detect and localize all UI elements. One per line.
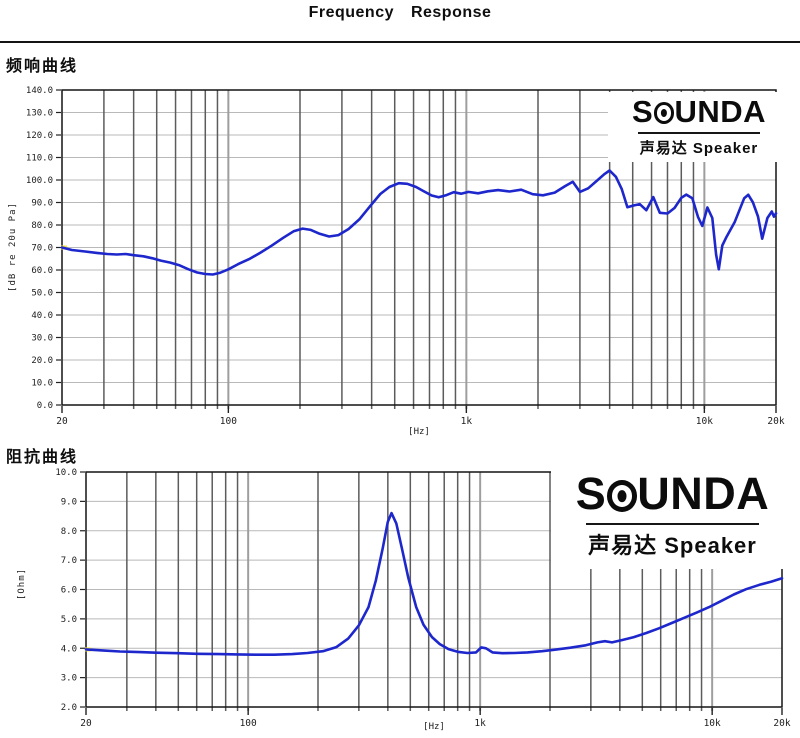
x-tick-label: 1k bbox=[461, 416, 473, 427]
sounda-logo-subtitle: 声易达 Speaker bbox=[637, 132, 761, 158]
sounda-logo-subtitle: 声易达 Speaker bbox=[586, 523, 759, 560]
x-tick-label: 10k bbox=[696, 416, 713, 427]
y-tick-label: 50.0 bbox=[31, 289, 53, 299]
y-tick-label: 7.0 bbox=[61, 556, 77, 566]
y-tick-label: 8.0 bbox=[61, 527, 77, 537]
y-tick-label: 10.0 bbox=[31, 379, 53, 389]
y-tick-label: 20.0 bbox=[31, 356, 53, 366]
y-tick-label: 5.0 bbox=[61, 615, 77, 625]
logo-text-part1: S bbox=[631, 94, 654, 129]
x-tick-label: 1k bbox=[474, 718, 486, 729]
x-tick-label: 20k bbox=[773, 718, 790, 729]
y-tick-label: 6.0 bbox=[61, 586, 77, 596]
impedance-x-axis-unit-label: [Hz] bbox=[423, 722, 445, 732]
page-title: Frequency Response bbox=[308, 4, 492, 21]
sounda-logo-wordmark: S UNDA bbox=[632, 96, 766, 127]
y-tick-label: 130.0 bbox=[26, 109, 53, 119]
y-tick-label: 4.0 bbox=[61, 644, 77, 654]
logo-text-part2: UNDA bbox=[637, 468, 770, 519]
y-tick-label: 80.0 bbox=[31, 221, 53, 231]
x-tick-label: 100 bbox=[240, 718, 257, 729]
speaker-o-icon bbox=[606, 480, 637, 512]
impedance-y-axis-unit-label: [Ohm] bbox=[17, 567, 27, 601]
y-tick-label: 110.0 bbox=[26, 154, 53, 164]
sounda-logo-wordmark: S UNDA bbox=[576, 471, 770, 516]
spl-y-axis-unit-label: [dB re 20u Pa] bbox=[8, 202, 18, 292]
impedance-chart-title: 阻抗曲线 bbox=[6, 449, 79, 466]
spl-chart-title: 频响曲线 bbox=[6, 58, 79, 75]
y-tick-label: 9.0 bbox=[61, 497, 77, 507]
speaker-o-icon bbox=[653, 102, 675, 124]
y-tick-label: 60.0 bbox=[31, 266, 53, 276]
y-tick-label: 90.0 bbox=[31, 199, 53, 209]
y-tick-label: 40.0 bbox=[31, 311, 53, 321]
x-tick-label: 20k bbox=[767, 416, 784, 427]
plot-border bbox=[85, 471, 783, 708]
sounda-logo-top: S UNDA 声易达 Speaker bbox=[608, 92, 790, 162]
y-tick-label: 120.0 bbox=[26, 131, 53, 141]
y-tick-label: 0.0 bbox=[37, 401, 53, 411]
logo-text-part2: UNDA bbox=[674, 94, 767, 129]
y-tick-label: 70.0 bbox=[31, 244, 53, 254]
title-divider-line bbox=[0, 41, 800, 43]
impedance-curve bbox=[84, 511, 784, 657]
y-tick-label: 100.0 bbox=[26, 176, 53, 186]
y-tick-label: 2.0 bbox=[61, 703, 77, 713]
x-tick-label: 100 bbox=[220, 416, 237, 427]
spl-x-axis-unit-label: [Hz] bbox=[408, 427, 430, 437]
y-tick-label: 3.0 bbox=[61, 674, 77, 684]
logo-text-part1: S bbox=[575, 468, 607, 519]
sounda-logo-bottom: S UNDA 声易达 Speaker bbox=[551, 462, 794, 569]
x-tick-label: 20 bbox=[56, 416, 68, 427]
x-tick-label: 10k bbox=[704, 718, 721, 729]
y-tick-label: 10.0 bbox=[55, 468, 77, 478]
y-tick-label: 140.0 bbox=[26, 86, 53, 96]
y-tick-label: 30.0 bbox=[31, 334, 53, 344]
x-tick-label: 20 bbox=[80, 718, 92, 729]
spl-curve bbox=[60, 169, 778, 276]
